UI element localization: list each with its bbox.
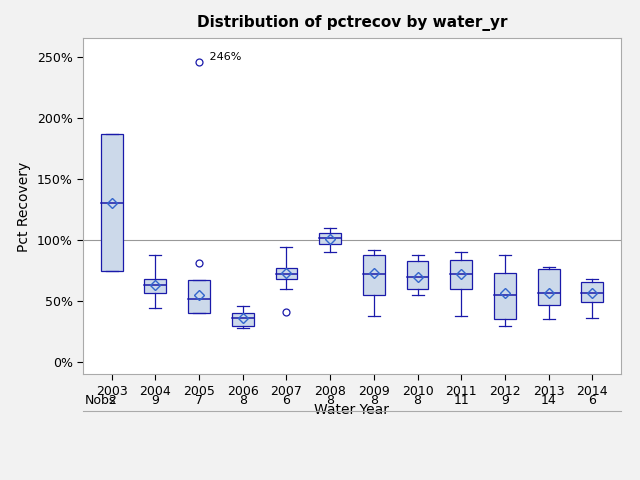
Text: 14: 14 (541, 394, 557, 408)
Text: 6: 6 (282, 394, 291, 408)
Text: 8: 8 (370, 394, 378, 408)
Bar (494, 273, 516, 319)
Text: 9: 9 (501, 394, 509, 408)
Bar (538, 269, 559, 305)
Bar (319, 233, 341, 244)
Bar (188, 280, 210, 313)
Bar (451, 260, 472, 289)
Bar (145, 279, 166, 292)
Text: 7: 7 (195, 394, 203, 408)
Text: 6: 6 (588, 394, 596, 408)
X-axis label: Water Year: Water Year (314, 403, 390, 418)
Text: 2: 2 (108, 394, 116, 408)
Text: 9: 9 (152, 394, 159, 408)
Text: 8: 8 (326, 394, 334, 408)
Bar (582, 282, 604, 302)
Bar (232, 313, 253, 325)
Bar (363, 255, 385, 295)
Bar (275, 268, 298, 279)
Text: 246%: 246% (205, 52, 241, 62)
Title: Distribution of pctrecov by water_yr: Distribution of pctrecov by water_yr (196, 15, 508, 31)
Y-axis label: Pct Recovery: Pct Recovery (17, 161, 31, 252)
Text: 8: 8 (413, 394, 422, 408)
Text: 8: 8 (239, 394, 247, 408)
Text: 11: 11 (453, 394, 469, 408)
Bar (406, 261, 429, 289)
Text: Nobs: Nobs (84, 394, 116, 408)
Bar (100, 134, 122, 271)
